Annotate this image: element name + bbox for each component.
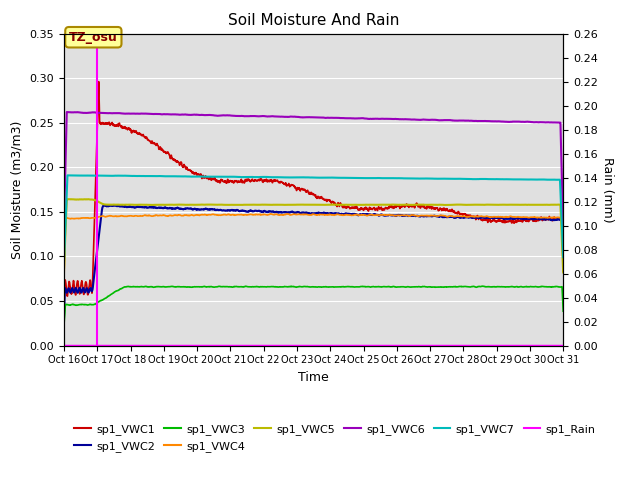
X-axis label: Time: Time xyxy=(298,371,329,384)
Legend: sp1_VWC1, sp1_VWC2, sp1_VWC3, sp1_VWC4, sp1_VWC5, sp1_VWC6, sp1_VWC7, sp1_Rain: sp1_VWC1, sp1_VWC2, sp1_VWC3, sp1_VWC4, … xyxy=(70,420,600,456)
Title: Soil Moisture And Rain: Soil Moisture And Rain xyxy=(228,13,399,28)
Text: TZ_osu: TZ_osu xyxy=(69,31,118,44)
Y-axis label: Rain (mm): Rain (mm) xyxy=(602,157,614,222)
Y-axis label: Soil Moisture (m3/m3): Soil Moisture (m3/m3) xyxy=(11,120,24,259)
